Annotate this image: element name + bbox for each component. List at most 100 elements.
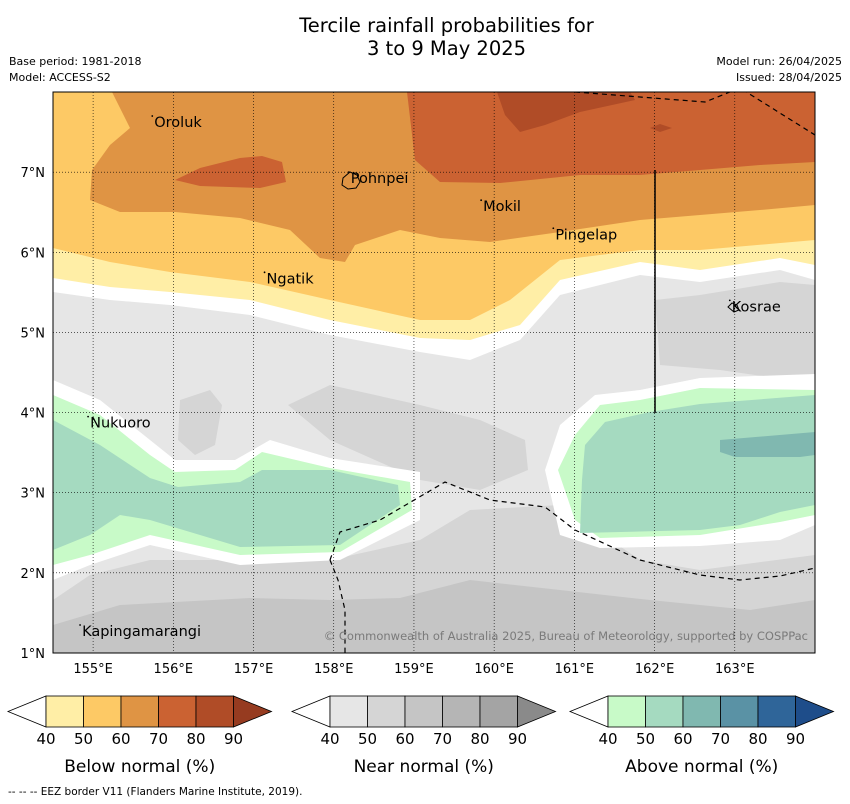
legend-swatch (479, 695, 518, 728)
legend-swatch (720, 695, 759, 728)
place-label: Kosrae (732, 299, 781, 315)
legend-tick-label: 90 (508, 730, 527, 748)
near-normal-50-blob-west (178, 390, 222, 455)
legend-arrow-high (795, 695, 835, 728)
legends: 40 50 60 70 80 90 Below normal (%) 40 50 60 70 80 90… (6, 695, 835, 777)
place-marker (552, 227, 555, 230)
eez-border-north (574, 92, 815, 136)
lat-tick-label: 5°N (21, 326, 46, 341)
map-frame (52, 91, 816, 654)
legend-tick-label: 70 (711, 730, 730, 748)
lat-tick-label: 7°N (21, 166, 46, 181)
place-label: Oroluk (154, 115, 202, 131)
above-normal-60-east (720, 432, 815, 457)
near-normal-60-south (53, 580, 815, 653)
above-normal-50-west (53, 420, 400, 550)
lat-tick-label: 3°N (21, 487, 46, 502)
legend-tick-label: 50 (636, 730, 655, 748)
below-normal-80-small (650, 124, 672, 132)
meta-right: Model run: 26/04/2025 Issued: 28/04/2025 (716, 54, 842, 86)
axis-labels: 155°E 156°E 157°E 158°E 159°E 160°E 161°E 162°E… (21, 166, 755, 677)
legend-arrow-high (233, 695, 273, 728)
legend-tick-label: 60 (673, 730, 692, 748)
legend-swatch (757, 695, 796, 728)
legend-arrow-high (517, 695, 557, 728)
lon-tick-label: 157°E (234, 662, 274, 677)
near-normal-50-blob-central (288, 385, 528, 490)
legend-title: Near normal (%) (354, 757, 494, 777)
place-label: Nukuoro (90, 416, 151, 432)
legend-tick-label: 70 (149, 730, 168, 748)
place-label: Kapingamarangi (82, 624, 201, 640)
legend-swatch (329, 695, 368, 728)
map-figure: 155°E 156°E 157°E 158°E 159°E 160°E 161°E 162°E… (6, 91, 835, 777)
model-text: Model: ACCESS-S2 (9, 71, 111, 84)
legend-tick-label: 50 (358, 730, 377, 748)
legend-swatch (367, 695, 406, 728)
chart-title: Tercile rainfall probabilities for 3 to … (0, 14, 850, 60)
near-normal-50-blob-east (655, 282, 815, 380)
legend-swatch (442, 695, 481, 728)
legend-swatch (645, 695, 684, 728)
above-normal-50-east (580, 395, 815, 533)
pohnpei-island-outline (341, 171, 361, 190)
place-marker (480, 199, 483, 202)
legend-swatch (83, 695, 122, 728)
legend-swatch (120, 695, 159, 728)
legend-tick-label: 80 (748, 730, 767, 748)
legend-arrow-low (290, 695, 331, 728)
legend-tick-label: 80 (470, 730, 489, 748)
legend-tick-label: 60 (395, 730, 414, 748)
legend-swatch (45, 695, 84, 728)
lat-tick-label: 2°N (21, 567, 46, 582)
place-marker (79, 624, 81, 626)
legend-swatch (682, 695, 721, 728)
lon-tick-label: 156°E (154, 662, 194, 677)
legend-tick-label: 90 (786, 730, 805, 748)
lat-tick-label: 4°N (21, 407, 46, 422)
place-marker (263, 271, 266, 274)
legend-swatch (607, 695, 646, 728)
legend-2: 40 50 60 70 80 90 Near normal (%) (290, 695, 557, 777)
legend-arrow-low (6, 695, 47, 728)
issued-text: Issued: 28/04/2025 (735, 71, 842, 84)
legend-tick-label: 90 (224, 730, 243, 748)
lon-tick-label: 161°E (555, 662, 595, 677)
legend-1: 40 50 60 70 80 90 Below normal (%) (6, 695, 273, 777)
model-run-text: Model run: 26/04/2025 (716, 55, 842, 68)
lon-tick-label: 162°E (635, 662, 675, 677)
legend-tick-label: 40 (320, 730, 339, 748)
lon-tick-label: 155°E (73, 662, 113, 677)
place-marker (728, 299, 731, 302)
meta-left: Base period: 1981-2018 Model: ACCESS-S2 (9, 54, 141, 86)
lon-tick-label: 160°E (474, 662, 514, 677)
legend-tick-label: 80 (186, 730, 205, 748)
place-label: Ngatik (267, 271, 315, 287)
legend-swatch (195, 695, 234, 728)
lat-tick-label: 6°N (21, 246, 46, 261)
eez-border-southwest (329, 559, 346, 653)
eez-borders (329, 92, 815, 653)
place-label: Mokil (483, 199, 521, 215)
eez-border-south (329, 481, 815, 581)
legend-arrow-low (568, 695, 609, 728)
legend-tick-label: 40 (36, 730, 55, 748)
legend-tick-label: 40 (598, 730, 617, 748)
legend-swatch (404, 695, 443, 728)
title-line-2: 3 to 9 May 2025 (366, 37, 527, 60)
place-label: Pingelap (555, 227, 617, 243)
probability-shading (53, 92, 815, 653)
legend-title: Below normal (%) (64, 757, 215, 777)
lon-tick-label: 159°E (394, 662, 434, 677)
kosrae-island-outline (727, 302, 740, 313)
place-labels: Oroluk Pohnpei Mokil Pingelap Ngatik Kosrae Nu… (79, 115, 781, 640)
lon-tick-label: 163°E (715, 662, 755, 677)
legend-tick-label: 50 (74, 730, 93, 748)
place-marker (87, 415, 89, 418)
legend-tick-label: 60 (111, 730, 130, 748)
lon-tick-label: 158°E (314, 662, 354, 677)
copyright-text: © Commonwealth of Australia 2025, Bureau… (324, 629, 808, 643)
lat-tick-label: 1°N (21, 647, 46, 662)
legend-tick-label: 70 (433, 730, 452, 748)
place-marker (347, 171, 350, 174)
